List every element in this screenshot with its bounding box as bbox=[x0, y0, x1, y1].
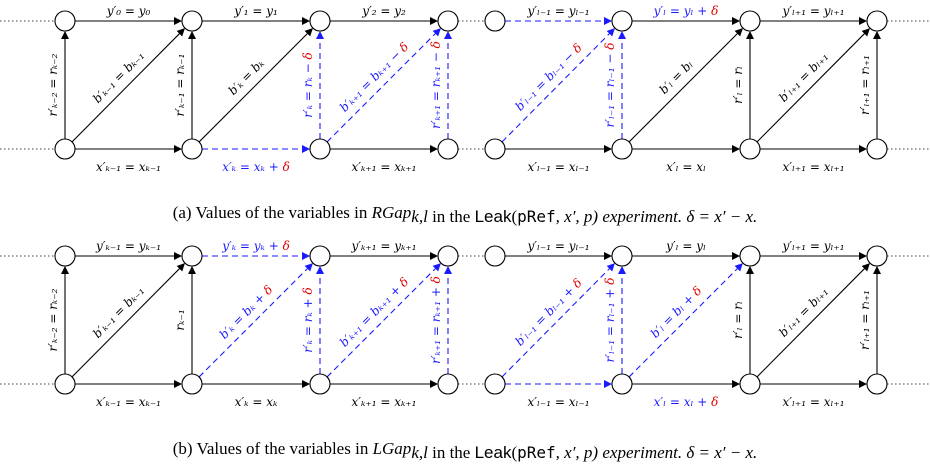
panel-b-label-vertical-0: r′ₖ₋₂ = rₖ₋₂ bbox=[46, 288, 60, 351]
panel-b-label-vertical-2: r′ₖ = rₖ + δ bbox=[301, 287, 315, 353]
panel-a-label-top-r2: y′ₗ₊₁ = yₗ₊₁ bbox=[781, 4, 844, 18]
panel-a-node-bottom-6 bbox=[739, 138, 761, 160]
panel-a-label-top-1: y′₁ = y₁ bbox=[233, 4, 278, 18]
panel-b-label-top-1: y′ₖ = yₖ + δ bbox=[221, 239, 290, 253]
panel-a-label-bottom-r2: x′ₗ₊₁ = xₗ₊₁ bbox=[782, 160, 844, 174]
panel-a-label-diagonal-r0: b′ₗ₋₁ = bₗ₋₁ − δ bbox=[512, 41, 584, 114]
panel-b-label-top-2: y′ₖ₊₁ = yₖ₊₁ bbox=[350, 239, 416, 253]
panel-a-label-vertical-1: r′ₖ₋₁ = rₖ₋₁ bbox=[173, 54, 187, 117]
panel-a-node-top-2 bbox=[309, 10, 331, 32]
panel-a-label-top-2: y′₂ = y₂ bbox=[361, 4, 406, 18]
panel-a-node-bottom-5 bbox=[611, 138, 633, 160]
panel-b-label-diagonal-r2: b′ₗ₊₁ = bₗ₊₁ bbox=[776, 285, 831, 340]
panel-a-edge-diagonal-0 bbox=[71, 28, 185, 143]
panel-a-label-top-0: y′₀ = y₀ bbox=[106, 4, 151, 18]
panel-a-label-vertical-0: r′ₖ₋₂ = rₖ₋₂ bbox=[46, 53, 60, 116]
panel-a-edge-diagonal-r1 bbox=[628, 28, 743, 143]
panel-a-label-diagonal-0: b′ₖ₋₁ = bₖ₋₁ bbox=[90, 49, 147, 106]
panel-a-node-bottom-0 bbox=[54, 138, 76, 160]
panel-a-label-diagonal-2: b′ₖ₊₁ = bₖ₊₁ − δ bbox=[337, 40, 412, 115]
panel-b-label-diagonal-r0: b′ₗ₋₁ = bₗ₋₁ + δ bbox=[512, 276, 584, 349]
panel-a-edge-diagonal-1 bbox=[198, 28, 313, 143]
panel-b-node-top-3 bbox=[437, 245, 459, 267]
panel-b-label-diagonal-2: b′ₖ₊₁ = bₖ₊₁ + δ bbox=[337, 275, 412, 350]
panel-b-label-bottom-r1: x′ₗ = xₗ + δ bbox=[654, 395, 719, 409]
panel-b-label-vertical-r2: r′ₗ₊₁ = rₗ₊₁ bbox=[858, 290, 872, 350]
panel-b-node-top-0 bbox=[54, 245, 76, 267]
panel-a-label-bottom-2: x′ₖ₊₁ = xₖ₊₁ bbox=[352, 160, 417, 174]
panel-a-edge-diagonal-r2 bbox=[756, 28, 870, 143]
panel-a-label-vertical-3: r′ₖ₊₁ = rₖ₊₁ − δ bbox=[429, 41, 443, 129]
panel-a-node-bottom-4 bbox=[484, 138, 506, 160]
panel-b-label-vertical-3: r′ₖ₊₁ = rₖ₊₁ + δ bbox=[429, 276, 443, 364]
panel-a-node-top-7 bbox=[866, 10, 888, 32]
panel-b-node-top-2 bbox=[309, 245, 331, 267]
panel-a-label-bottom-r1: x′ₗ = xₗ bbox=[666, 160, 706, 174]
panel-b-caption: (b) Values of the variables in LGapk,l i… bbox=[173, 439, 758, 462]
panel-b-node-top-5 bbox=[611, 245, 633, 267]
panel-b-node-bottom-6 bbox=[739, 373, 761, 395]
panel-b-label-bottom-2: x′ₖ₊₁ = xₖ₊₁ bbox=[352, 395, 417, 409]
panel-a-node-bottom-3 bbox=[437, 138, 459, 160]
panel-a-label-bottom-1: x′ₖ = xₖ + δ bbox=[222, 160, 290, 174]
panel-b-node-top-6 bbox=[739, 245, 761, 267]
panel-b-node-bottom-3 bbox=[437, 373, 459, 395]
panel-b-node-top-4 bbox=[484, 245, 506, 267]
panel-a-label-vertical-r2: r′ₗ₊₁ = rₗ₊₁ bbox=[858, 55, 872, 115]
panel-b-node-bottom-2 bbox=[309, 373, 331, 395]
panel-a-label-top-r0: y′ₗ₋₁ = yₗ₋₁ bbox=[526, 4, 589, 18]
panel-a-node-top-6 bbox=[739, 10, 761, 32]
panel-a-node-bottom-2 bbox=[309, 138, 331, 160]
panel-a-label-top-r1: y′ₗ = yₗ + δ bbox=[653, 4, 719, 18]
panel-b-label-top-r1: y′ₗ = yₗ bbox=[665, 239, 706, 253]
panel-b-label-bottom-r2: x′ₗ₊₁ = xₗ₊₁ bbox=[782, 395, 844, 409]
panel-b-label-top-r2: y′ₗ₊₁ = yₗ₊₁ bbox=[781, 239, 844, 253]
panel-b-label-vertical-r0: r′ₗ₋₁ = rₗ₋₁ + δ bbox=[603, 278, 617, 363]
panel-a-caption: (a) Values of the variables in RGapk,l i… bbox=[173, 203, 758, 226]
panel-a-node-top-4 bbox=[484, 10, 506, 32]
panel-b-label-diagonal-1: b′ₖ = bₖ + δ bbox=[217, 283, 276, 342]
panel-b-edge-diagonal-1 bbox=[198, 263, 313, 378]
panel-b-label-vertical-r1: r′ₗ = rₗ bbox=[731, 301, 745, 339]
panel-b-label-diagonal-0: b′ₖ₋₁ = bₖ₋₁ bbox=[90, 284, 147, 341]
panel-a-node-top-3 bbox=[437, 10, 459, 32]
panel-a-label-vertical-2: r′ₖ = rₖ − δ bbox=[301, 52, 315, 118]
panel-a-node-top-5 bbox=[611, 10, 633, 32]
panel-b-node-top-1 bbox=[181, 245, 203, 267]
panel-b-label-bottom-r0: x′ₗ₋₁ = xₗ₋₁ bbox=[527, 395, 589, 409]
panel-a-label-bottom-r0: x′ₗ₋₁ = xₗ₋₁ bbox=[527, 160, 589, 174]
panel-b-label-bottom-1: x′ₖ = xₖ bbox=[235, 395, 278, 409]
panel-a-node-bottom-1 bbox=[181, 138, 203, 160]
panel-b-node-top-7 bbox=[866, 245, 888, 267]
panel-b-edge-diagonal-0 bbox=[71, 263, 185, 378]
panel-b-label-vertical-1: rₖ₋₁ bbox=[173, 309, 187, 330]
panel-a-label-diagonal-r2: b′ₗ₊₁ = bₗ₊₁ bbox=[776, 50, 831, 105]
panel-a-node-bottom-7 bbox=[866, 138, 888, 160]
panel-b-edge-diagonal-r1 bbox=[628, 263, 743, 378]
panel-a-label-bottom-0: x′ₖ₋₁ = xₖ₋₁ bbox=[96, 160, 161, 174]
panel-b-label-diagonal-r1: b′ₗ = bₗ + δ bbox=[648, 284, 705, 341]
panel-b-label-top-0: y′ₖ₋₁ = yₖ₋₁ bbox=[95, 239, 161, 253]
panel-b-node-bottom-5 bbox=[611, 373, 633, 395]
panel-b-label-top-r0: y′ₗ₋₁ = yₗ₋₁ bbox=[526, 239, 589, 253]
panel-a-label-vertical-r1: r′ₗ = rₗ bbox=[731, 66, 745, 104]
panel-a-node-top-1 bbox=[181, 10, 203, 32]
panel-a-label-diagonal-1: b′ₖ = bₖ bbox=[226, 56, 268, 98]
panel-a-label-vertical-r0: r′ₗ₋₁ = rₗ₋₁ − δ bbox=[603, 43, 617, 128]
panel-a-node-top-0 bbox=[54, 10, 76, 32]
panel-b-label-bottom-0: x′ₖ₋₁ = xₖ₋₁ bbox=[96, 395, 161, 409]
panel-b-node-bottom-7 bbox=[866, 373, 888, 395]
panel-b-edge-diagonal-r2 bbox=[756, 263, 870, 378]
panel-b-node-bottom-0 bbox=[54, 373, 76, 395]
panel-a-edge-diagonal-2 bbox=[326, 28, 441, 143]
panel-b-node-bottom-4 bbox=[484, 373, 506, 395]
panel-b-node-bottom-1 bbox=[181, 373, 203, 395]
panel-a-label-diagonal-r1: b′ₗ = bₗ bbox=[657, 57, 696, 96]
panel-b-edge-diagonal-2 bbox=[326, 263, 441, 378]
panel-a-edge-diagonal-r0 bbox=[501, 28, 615, 143]
panel-b-edge-diagonal-r0 bbox=[501, 263, 615, 378]
